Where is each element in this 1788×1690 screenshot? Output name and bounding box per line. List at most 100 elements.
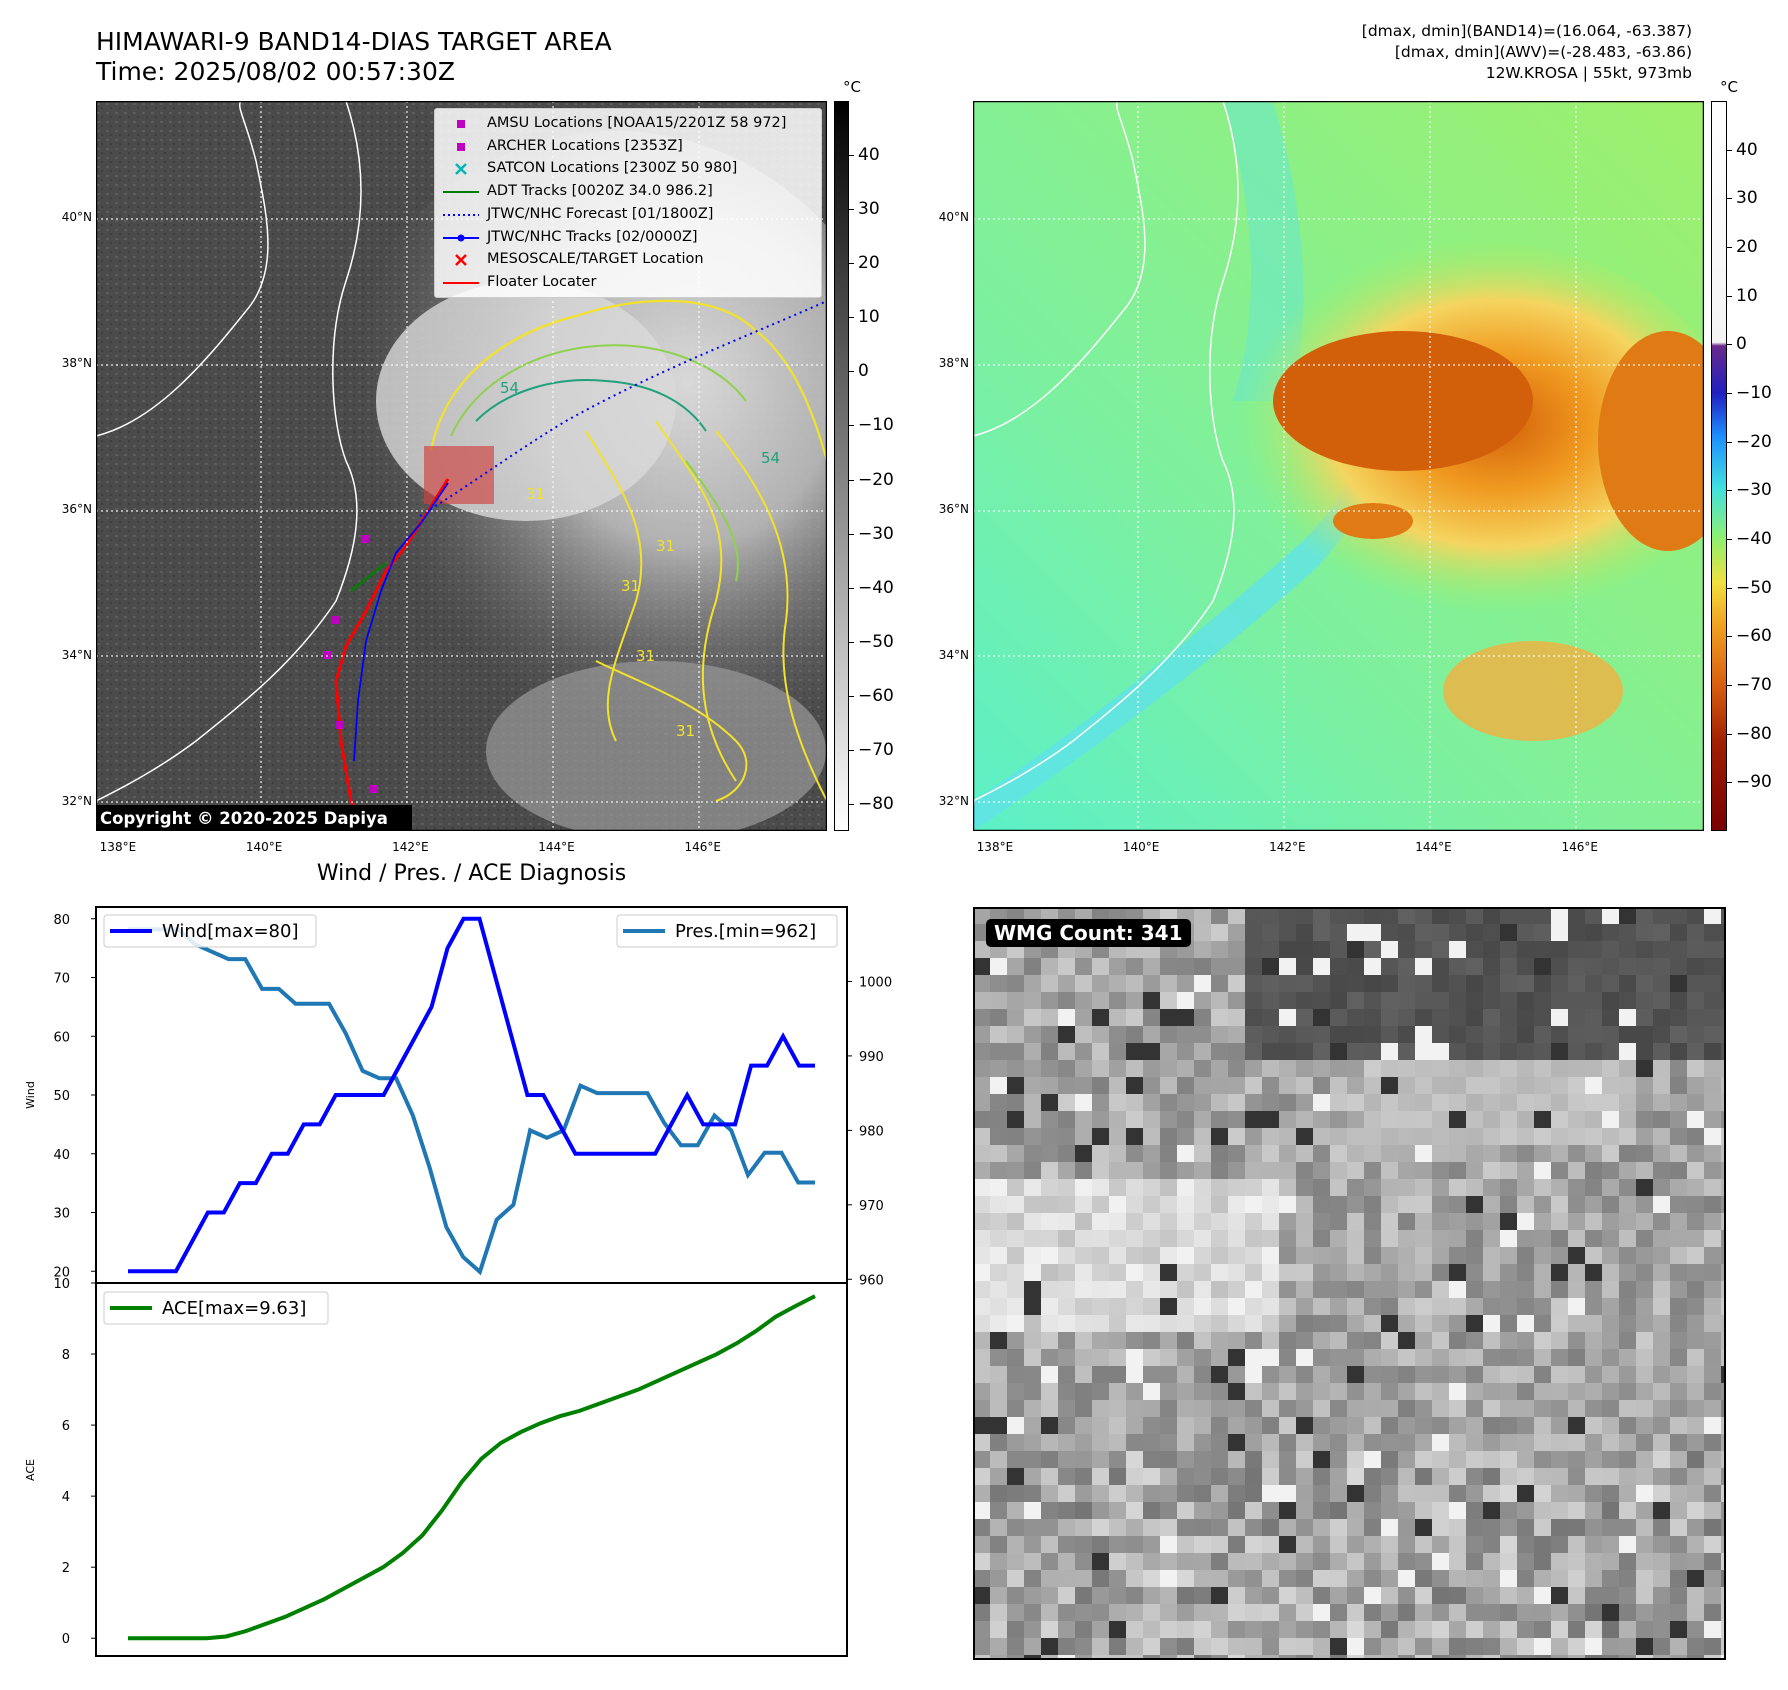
ace-legend-label: ACE[max=9.63] [162,1298,306,1319]
legend-label: Floater Locater [487,273,597,290]
diagnosis-title: Wind / Pres. / ACE Diagnosis [316,861,627,886]
contour-31 [429,299,827,462]
contour-54-inner [475,379,707,432]
longitude-tick-label: 146°E [1561,840,1598,854]
pressure-legend-label: Pres.[min=962] [675,921,816,942]
coastline [96,101,269,437]
legend-entry: JTWC/NHC Forecast [01/1800Z] [435,205,819,225]
wind-tick-label: 80 [53,913,70,928]
pressure-tick-label: 980 [859,1124,884,1139]
colorbar-tick-label: 30 [858,199,880,220]
longitude-tick-label: 144°E [538,840,575,854]
wind-tick-label: 60 [53,1030,70,1045]
legend-entry: Floater Locater [435,273,819,293]
ir-legend: AMSU Locations [NOAA15/2201Z 58 972] ARCH… [434,108,822,298]
colorbar-tick-label: −70 [858,739,894,760]
legend-label: SATCON Locations [2300Z 50 980] [487,160,738,177]
figure-title: HIMAWARI-9 BAND14-DIAS TARGET AREA [96,27,612,56]
magenta-square-icon [457,120,465,128]
ir-colorbar-unit: °C [843,78,861,96]
pressure-tick-label: 960 [859,1273,884,1288]
ace-tick-label: 6 [62,1419,70,1434]
colorbar-tick-label: −50 [858,631,894,652]
copyright-label: Copyright © 2020-2025 Dapiya [100,809,388,828]
colorbar-tick-label: −90 [1736,772,1772,793]
info-band14: [dmax, dmin](BAND14)=(16.064, -63.387) [1361,22,1692,40]
colorbar-tick-label: −30 [858,523,894,544]
wind-tick-label: 70 [53,972,70,987]
red-x-icon [455,254,467,267]
colorbar-tick-mark [1727,685,1732,686]
longitude-tick-label: 142°E [392,840,429,854]
figure-time: Time: 2025/08/02 00:57:30Z [96,57,455,86]
contour-label: 54 [761,449,780,467]
colorbar-tick-label: −50 [1736,577,1772,598]
ace-series-line [128,1294,816,1641]
longitude-tick-label: 138°E [99,840,137,854]
latitude-tick-label: 36°N [61,501,92,516]
legend-label: JTWC/NHC Tracks [02/0000Z] [487,228,698,245]
awv-colorbar-unit: °C [1720,78,1738,96]
legend-label: ADT Tracks [0020Z 34.0 986.2] [487,183,713,200]
legend-entry: SATCON Locations [2300Z 50 980] [435,159,819,179]
colorbar-tick-label: −80 [858,793,894,814]
ace-tick-label: 2 [62,1561,70,1576]
longitude-tick-label: 144°E [1415,840,1452,854]
ace-axis-label: ACE [24,1459,37,1481]
colorbar-tick-mark [849,533,854,535]
contour-54 [450,344,747,437]
jtwc-track [353,482,449,762]
contour-label: 31 [636,647,655,665]
diagnosis-chart: 203040506070809609709809901000WindPressu… [24,906,892,1657]
colorbar-tick-mark [849,371,854,373]
contour-label: 31 [526,485,545,503]
wmg-count-label: WMG Count: 341 [986,919,1191,947]
colorbar-tick-mark [849,317,854,319]
colorbar-tick-label: −10 [858,415,894,436]
longitude-tick-label: 146°E [684,840,721,854]
ace-tick-label: 0 [62,1632,70,1647]
colorbar-tick-label: 10 [1736,285,1758,306]
blue-dot-line-icon [443,234,479,241]
contour-label: 31 [676,722,695,740]
info-awv: [dmax, dmin](AWV)=(-28.483, -63.86) [1394,43,1692,61]
colorbar-tick-label: 40 [858,145,880,166]
legend-label: JTWC/NHC Forecast [01/1800Z] [487,205,714,222]
colorbar-tick-mark [1727,344,1732,346]
wind-legend-label: Wind[max=80] [162,921,299,942]
blue-dotted-line-icon [443,213,479,216]
wind-tick-label: 40 [53,1148,70,1163]
colorbar-tick-mark [1727,539,1732,540]
diagnosis-top-frame [95,906,848,1284]
longitude-tick-label: 140°E [245,840,283,854]
colorbar-tick-mark [849,749,854,751]
colorbar-tick-label: −30 [1736,480,1772,501]
latitude-tick-label: 32°N [61,793,92,808]
colorbar-tick-label: −80 [1736,723,1772,744]
contour-label: 54 [500,379,519,397]
colorbar-tick-label: 40 [1736,139,1758,160]
wind-legend-box [103,914,317,948]
colorbar-tick-label: −10 [1736,383,1772,403]
ace-tick-label: 10 [53,1277,70,1292]
longitude-tick-label: 142°E [1269,840,1306,854]
colorbar-tick-mark [1727,782,1732,784]
ace-legend-box [103,1291,329,1325]
diagnosis-bottom-frame [95,1282,848,1657]
colorbar-tick-mark [1727,587,1732,589]
colorbar-tick-mark [1727,295,1732,297]
awv-colorbar [1711,101,1727,831]
colorbar-tick-mark [1727,247,1732,248]
awv-gridlines [973,101,1704,831]
colorbar-tick-mark [849,695,854,697]
colorbar-tick-mark [849,209,854,211]
legend-entry: AMSU Locations [NOAA15/2201Z 58 972] [435,114,819,134]
colorbar-tick-mark [849,479,854,481]
contour-label: 31 [621,577,640,595]
colorbar-tick-mark [849,803,854,805]
legend-entry: JTWC/NHC Tracks [02/0000Z] [435,228,819,248]
latitude-tick-label: 40°N [61,209,92,224]
latitude-tick-label: 40°N [938,209,969,224]
legend-entry: ARCHER Locations [2353Z] [435,137,819,157]
colorbar-tick-mark [1727,636,1732,638]
